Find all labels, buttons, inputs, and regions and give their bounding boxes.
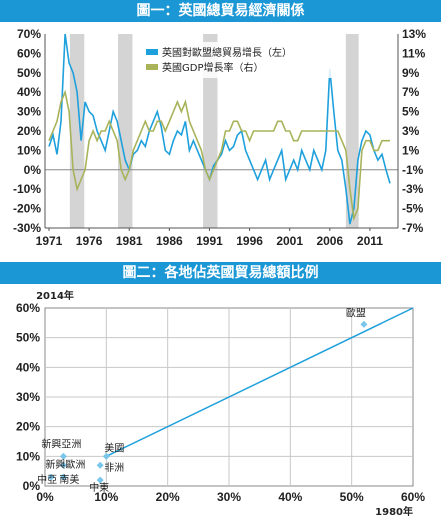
x-tick-label: 1991 [196,234,223,248]
left-tick-label: 40% [17,85,41,99]
left-tick-label: 70% [17,27,41,41]
right-tick-label: 13% [402,27,426,41]
right-tick-label: -5% [402,202,424,216]
y-axis-title: 2014年 [36,289,74,302]
left-tick-label: 10% [17,143,41,157]
x-tick-label: 1971 [36,234,63,248]
x-tick-label: 20% [156,490,180,504]
recession-band [203,34,218,228]
left-tick-label: 0% [24,163,42,177]
x-tick-label: 50% [340,490,364,504]
y-tick-label: 10% [16,449,40,463]
x-tick-label: 1996 [236,234,263,248]
x-tick-label: 1986 [156,234,183,248]
x-tick-label: 10% [94,490,118,504]
trade-share-chart-panel: 圖二：各地佔英國貿易總額比例 0% 10% 20% 30% 40% 50% 60% 0% 10%… [0,262,441,524]
x-axis-title: 1980年 [375,505,413,518]
legend-label: 英國對歐盟總貿易增長（左） [162,46,292,59]
gdp-growth-line [48,89,390,222]
data-point [47,473,55,481]
y-tick-label: 0% [23,479,41,493]
left-tick-label: 50% [17,66,41,80]
trend-line [106,307,414,458]
point-label: 南美 [59,473,79,486]
point-label: 中亞 [37,473,57,486]
y-tick-label: 50% [16,331,40,345]
left-tick-label: -20% [13,202,41,216]
recession-band [118,34,133,228]
chart-2-title: 圖二：各地佔英國貿易總額比例 [0,262,441,284]
data-point [96,461,104,469]
x-tick-label: 2001 [276,234,303,248]
right-tick-label: 1% [402,143,420,157]
left-tick-label: 30% [17,105,41,119]
left-tick-label: 20% [17,124,41,138]
left-tick-label: -10% [13,182,41,196]
right-tick-label: -1% [402,163,424,177]
y-tick-label: 40% [16,360,40,374]
legend-label: 英國GDP增長率（右） [162,61,263,74]
left-tick-label: -30% [13,221,41,235]
right-tick-label: 3% [402,124,420,138]
legend-swatch [146,49,158,55]
right-tick-label: 5% [402,105,420,119]
point-label: 中東 [89,481,109,494]
x-tick-label: 60% [401,490,425,504]
legend-swatch [146,64,158,70]
x-tick-label: 0% [36,490,54,504]
x-tick-label: 1981 [116,234,143,248]
right-tick-label: 7% [402,85,420,99]
right-tick-label: -3% [402,182,424,196]
point-label: 新興歐洲 [45,458,85,471]
right-tick-label: 9% [402,66,420,80]
x-tick-label: 2011 [357,234,383,248]
point-label: 歐盟 [346,306,366,319]
x-tick-label: 30% [217,490,241,504]
chart-1-title: 圖一：英國總貿易經濟關係 [0,0,441,22]
trade-share-scatter-chart: 0% 10% 20% 30% 40% 50% 60% 0% 10% 20% 30% 40% 50% 60%… [16,289,425,518]
point-label: 美國 [104,441,124,454]
y-tick-label: 30% [16,390,40,404]
x-tick-label: 2006 [316,234,343,248]
point-label: 非洲 [104,462,124,474]
point-label: 新興亞洲 [41,437,81,450]
trade-gdp-line-chart: 70% 60% 50% 40% 30% 20% 10% 0% -10% -20% -30% 13% 11… [13,27,426,248]
trade-gdp-chart-panel: 圖一：英國總貿易經濟關係 70% 60% 50% 40% 30% 20% 10% 0% -10%… [0,0,441,248]
data-point [59,473,67,481]
x-tick-label: 1976 [76,234,103,248]
data-point [59,461,67,469]
y-tick-label: 20% [16,420,40,434]
legend-box [142,42,342,78]
x-tick-label: 40% [278,490,302,504]
right-tick-label: 11% [402,46,426,60]
y-tick-label: 60% [16,301,40,315]
right-tick-label: -7% [402,221,424,235]
left-tick-label: 60% [17,46,41,60]
